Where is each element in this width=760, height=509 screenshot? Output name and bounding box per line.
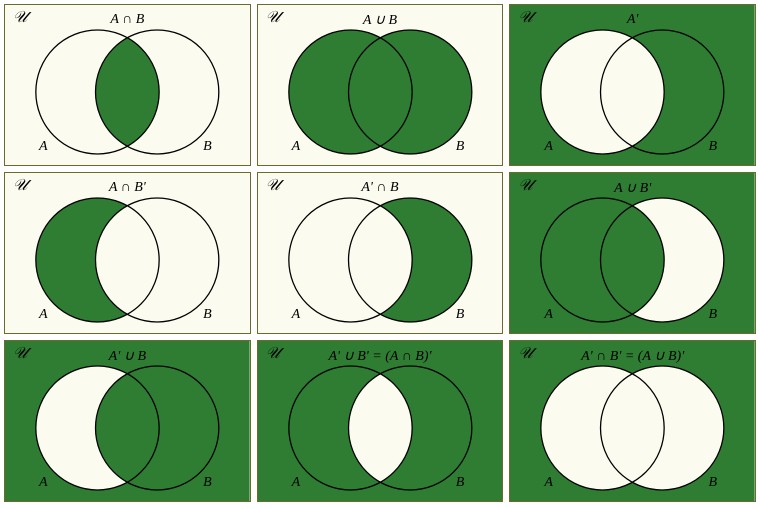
universal-set-label: 𝒰 <box>266 9 280 27</box>
set-b-label: B <box>456 139 465 155</box>
set-b-label: B <box>708 139 717 155</box>
venn-cell-nota-or-b: 𝒰 A' ∪ B A B <box>4 340 251 502</box>
set-a-label: A <box>39 475 48 491</box>
operation-title: A' ∩ B' = (A ∪ B)' <box>581 348 684 365</box>
set-b-label: B <box>708 475 717 491</box>
set-a-label: A <box>544 139 553 155</box>
set-b-label: B <box>203 307 212 323</box>
universal-set-label: 𝒰 <box>518 345 532 363</box>
venn-cell-a-complement: 𝒰 A' A B <box>509 4 756 166</box>
operation-title: A' <box>627 12 639 28</box>
universal-set-label: 𝒰 <box>13 9 27 27</box>
operation-title: A ∪ B <box>363 12 397 29</box>
operation-title: A ∩ B <box>110 12 144 28</box>
venn-cell-union: 𝒰 A ∪ B A B <box>257 4 504 166</box>
set-b-label: B <box>456 307 465 323</box>
set-b-label: B <box>456 475 465 491</box>
universal-set-label: 𝒰 <box>518 9 532 27</box>
universal-set-label: 𝒰 <box>266 345 280 363</box>
venn-cell-a-or-notb: 𝒰 A ∪ B' A B <box>509 172 756 334</box>
operation-title: A ∩ B' <box>109 180 146 196</box>
set-b-label: B <box>203 475 212 491</box>
venn-cell-demorgan1: 𝒰 A' ∪ B' = (A ∩ B)' A B <box>257 340 504 502</box>
operation-title: A ∪ B' <box>614 180 651 197</box>
venn-cell-intersect: 𝒰 A ∩ B A B <box>4 4 251 166</box>
universal-set-label: 𝒰 <box>13 177 27 195</box>
set-a-label: A <box>39 307 48 323</box>
operation-title: A' ∪ B <box>109 348 146 365</box>
universal-set-label: 𝒰 <box>266 177 280 195</box>
set-a-label: A <box>544 475 553 491</box>
operation-title: A' ∩ B <box>361 180 398 196</box>
universal-set-label: 𝒰 <box>13 345 27 363</box>
venn-grid: 𝒰 A ∩ B A B 𝒰 A ∪ B A B 𝒰 A' A B 𝒰 A ∩ B' A B 𝒰 A' ∩ … <box>4 4 756 502</box>
set-b-label: B <box>708 307 717 323</box>
set-a-label: A <box>292 475 301 491</box>
set-a-label: A <box>292 139 301 155</box>
operation-title: A' ∪ B' = (A ∩ B)' <box>328 348 431 365</box>
venn-cell-a-not-b: 𝒰 A ∩ B' A B <box>4 172 251 334</box>
set-a-label: A <box>292 307 301 323</box>
universal-set-label: 𝒰 <box>518 177 532 195</box>
set-a-label: A <box>544 307 553 323</box>
venn-cell-demorgan2: 𝒰 A' ∩ B' = (A ∪ B)' A B <box>509 340 756 502</box>
set-a-label: A <box>39 139 48 155</box>
set-b-label: B <box>203 139 212 155</box>
venn-cell-b-not-a: 𝒰 A' ∩ B A B <box>257 172 504 334</box>
